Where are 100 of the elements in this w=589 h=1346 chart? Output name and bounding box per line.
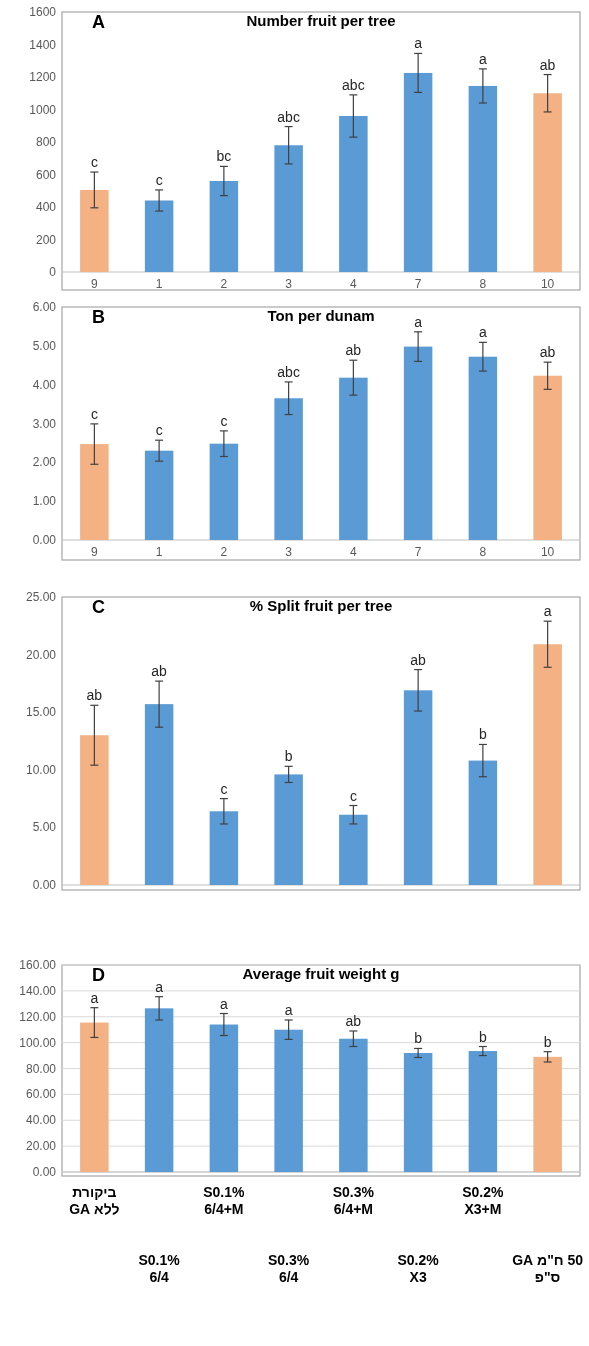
bar — [274, 398, 303, 540]
y-tick-label: 400 — [35, 200, 57, 214]
bar — [468, 356, 498, 540]
data-label: c — [90, 154, 98, 171]
y-tick-label: 20.00 — [25, 647, 57, 662]
y-tick-label: 25.00 — [25, 590, 57, 604]
y-tick-label: 200 — [35, 232, 57, 247]
y-tick-label: 160.00 — [19, 958, 57, 972]
data-label: abc — [277, 108, 300, 125]
data-label: a — [478, 50, 487, 67]
data-label: a — [543, 603, 552, 620]
bar — [274, 1029, 303, 1172]
x-tick-label: S0.3% 6/4+M — [331, 1184, 375, 1218]
chart-title: % Split fruit per tree — [249, 597, 393, 614]
chart-title: Number fruit per tree — [246, 12, 396, 29]
annotation: C — [92, 597, 105, 617]
bar — [533, 1056, 562, 1172]
bar — [403, 72, 433, 272]
x-tick-label: S0.1% 6/4+M — [202, 1184, 246, 1218]
y-tick-label: 80.00 — [25, 1061, 57, 1076]
bar — [274, 774, 303, 885]
bar — [209, 443, 239, 540]
bar — [468, 1051, 498, 1172]
bar — [339, 814, 368, 885]
x-tick-label: S0.1% 6/4 — [137, 1252, 181, 1286]
x-tick-label: 9 — [90, 276, 99, 293]
annotation: B — [92, 307, 105, 327]
x-tick-label: 1 — [154, 544, 164, 561]
x-tick-label: 7 — [413, 276, 423, 293]
bar — [403, 346, 433, 540]
bar — [403, 1052, 433, 1172]
bar — [80, 444, 109, 540]
data-label: a — [90, 989, 99, 1006]
bar — [80, 735, 109, 885]
y-tick-label: 140.00 — [19, 983, 57, 998]
x-tick-label: 4 — [349, 544, 358, 561]
x-tick-label: 8 — [478, 544, 488, 561]
bar — [468, 760, 498, 885]
data-label: a — [219, 995, 228, 1012]
data-label: ab — [345, 1012, 362, 1029]
data-label: ab — [410, 651, 427, 668]
y-tick-label: 1600 — [29, 5, 57, 19]
chart-title: Average fruit weight g — [242, 965, 400, 982]
bar — [209, 181, 239, 272]
annotation: D — [92, 965, 105, 985]
y-tick-label: 800 — [35, 135, 57, 149]
data-label: b — [414, 1030, 423, 1047]
y-tick-label: 1.00 — [32, 494, 57, 509]
data-label: b — [478, 1028, 487, 1045]
bar — [533, 644, 562, 885]
x-tick-label: ביקורת ללא GA — [68, 1184, 121, 1218]
data-label: ab — [345, 342, 362, 359]
y-tick-label: 1400 — [29, 37, 57, 52]
bar — [339, 116, 368, 272]
bar — [339, 1038, 368, 1172]
bar — [80, 189, 109, 272]
data-label: c — [220, 780, 228, 797]
y-tick-label: 0.00 — [32, 533, 57, 547]
data-label: c — [155, 171, 163, 188]
y-tick-label: 60.00 — [25, 1087, 57, 1102]
bar — [533, 93, 562, 272]
y-tick-label: 0 — [49, 265, 57, 279]
bar — [209, 1024, 239, 1172]
data-label: abc — [277, 363, 300, 380]
y-tick-label: 1000 — [29, 102, 57, 117]
data-label: b — [478, 726, 487, 743]
data-label: c — [155, 422, 163, 439]
y-tick-label: 40.00 — [25, 1113, 57, 1128]
chart-title: Ton per dunam — [267, 307, 375, 324]
x-tick-label: 2 — [219, 544, 229, 561]
x-tick-label: 10 — [539, 544, 556, 561]
y-tick-label: 15.00 — [25, 705, 57, 720]
bar — [533, 375, 562, 540]
x-tick-label: S0.2% X3+M — [461, 1184, 505, 1218]
data-label: ab — [539, 56, 556, 73]
y-tick-label: 6.00 — [32, 300, 57, 314]
data-label: c — [220, 412, 228, 429]
data-label: ab — [539, 344, 556, 361]
annotation: A — [92, 12, 105, 32]
y-tick-label: 0.00 — [32, 878, 57, 892]
data-label: a — [478, 324, 487, 341]
y-tick-label: 1200 — [29, 70, 57, 84]
x-tick-label: 3 — [284, 276, 293, 293]
data-label: ab — [151, 663, 168, 680]
bar — [274, 145, 303, 272]
bar — [403, 690, 433, 885]
y-tick-label: 600 — [35, 167, 57, 182]
x-tick-label: 9 — [90, 544, 99, 561]
y-tick-label: 3.00 — [32, 416, 57, 431]
x-tick-label: 4 — [349, 276, 358, 293]
x-tick-label: 1 — [154, 276, 164, 293]
data-label: a — [155, 978, 164, 995]
y-tick-label: 120.00 — [19, 1009, 57, 1024]
y-tick-label: 100.00 — [19, 1035, 57, 1050]
x-tick-label: 8 — [478, 276, 488, 293]
data-label: a — [414, 313, 423, 330]
data-label: bc — [216, 148, 232, 165]
y-tick-label: 5.00 — [32, 820, 57, 835]
y-tick-label: 20.00 — [25, 1139, 57, 1154]
y-tick-label: 10.00 — [25, 762, 57, 777]
